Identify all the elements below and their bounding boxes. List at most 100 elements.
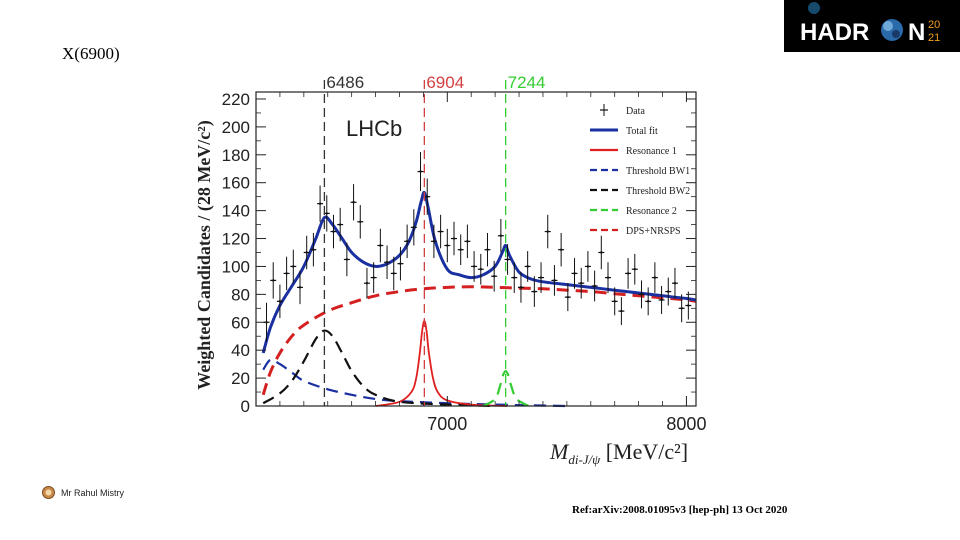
data-point-dot bbox=[546, 230, 549, 233]
legend-entry: Threshold BW1 bbox=[590, 166, 690, 177]
data-point bbox=[591, 270, 598, 302]
data-point-dot bbox=[452, 237, 456, 240]
data-point-dot bbox=[680, 307, 683, 310]
logo-year-top: 20 bbox=[928, 19, 940, 31]
logo-text-end: N bbox=[908, 19, 925, 46]
series-threshold-bw2 bbox=[262, 329, 496, 408]
y-tick-label: 220 bbox=[222, 90, 250, 109]
data-point bbox=[605, 262, 611, 293]
data-point bbox=[551, 265, 558, 296]
legend-label: Data bbox=[626, 106, 645, 117]
data-point-dot bbox=[359, 220, 362, 223]
reference-citation: Ref:arXiv:2008.01095v3 [hep-ph] 13 Oct 2… bbox=[572, 504, 788, 516]
data-point-dot bbox=[553, 279, 556, 282]
data-point bbox=[471, 251, 478, 282]
author-name: Mr Rahul Mistry bbox=[61, 487, 125, 498]
data-point bbox=[270, 262, 277, 299]
data-point-dot bbox=[667, 290, 670, 293]
y-tick-label: 60 bbox=[231, 313, 250, 332]
x-tick-label: 7000 bbox=[427, 414, 467, 434]
data-point bbox=[317, 185, 324, 222]
data-point-dot bbox=[580, 281, 583, 285]
data-point bbox=[457, 234, 464, 266]
series-threshold-bw1 bbox=[262, 358, 567, 408]
x-tick-label: 8000 bbox=[666, 414, 706, 434]
data-point bbox=[678, 294, 685, 323]
data-point bbox=[531, 276, 538, 307]
data-point-dot bbox=[412, 226, 416, 229]
data-point-dot bbox=[372, 276, 375, 279]
data-point-dot bbox=[318, 202, 322, 205]
data-point bbox=[618, 297, 625, 326]
data-point bbox=[290, 249, 297, 284]
data-point-dot bbox=[519, 286, 523, 289]
legend-entry: Resonance 2 bbox=[590, 206, 677, 217]
data-point bbox=[303, 235, 310, 270]
y-tick-label: 80 bbox=[231, 285, 250, 304]
data-point bbox=[564, 283, 571, 312]
data-point bbox=[578, 267, 585, 299]
data-point-dot bbox=[312, 248, 315, 251]
data-point bbox=[645, 287, 652, 316]
data-point-dot bbox=[305, 251, 308, 254]
mass-marker-label: 6486 bbox=[326, 73, 364, 92]
slide-title: X(6900) bbox=[62, 44, 120, 63]
institute-seal-icon bbox=[42, 486, 55, 499]
mass-marker-label: 7244 bbox=[508, 73, 546, 92]
data-point-dot bbox=[606, 276, 610, 279]
data-point-dot bbox=[559, 248, 563, 251]
data-point bbox=[350, 184, 357, 221]
x-axis-label-units: [MeV/c²] bbox=[600, 439, 688, 464]
data-point-dot bbox=[633, 268, 636, 271]
data-point bbox=[283, 256, 290, 291]
x-axis-label: Mdi-J/ψ [MeV/c²] bbox=[549, 439, 688, 467]
data-point bbox=[584, 251, 591, 282]
data-point-dot bbox=[626, 272, 630, 275]
data-point bbox=[276, 284, 283, 319]
data-point bbox=[638, 280, 645, 309]
series-resonance-1 bbox=[375, 319, 508, 407]
data-point bbox=[658, 285, 665, 314]
data-point-dot bbox=[446, 244, 449, 247]
plot-frame bbox=[255, 91, 697, 407]
data-point-dot bbox=[385, 261, 389, 264]
data-point-dot bbox=[432, 240, 436, 243]
data-point-dot bbox=[600, 251, 603, 254]
data-point-dot bbox=[405, 240, 409, 243]
legend-entry: Data bbox=[600, 104, 645, 117]
data-point-dot bbox=[325, 212, 328, 215]
data-point-dot bbox=[272, 279, 275, 282]
data-point bbox=[337, 207, 344, 242]
data-point bbox=[484, 232, 491, 267]
y-tick-label: 0 bbox=[241, 397, 250, 416]
y-axis-label: Weighted Candidates / (28 MeV/c²) bbox=[194, 120, 215, 389]
data-point-dot bbox=[533, 290, 536, 293]
data-point-dot bbox=[419, 170, 422, 173]
data-point-dot bbox=[379, 244, 382, 247]
y-tick-label: 120 bbox=[222, 230, 250, 249]
data-point bbox=[430, 224, 437, 259]
data-point-dot bbox=[613, 300, 616, 303]
data-point bbox=[497, 218, 504, 253]
data-point bbox=[477, 253, 484, 285]
data-point bbox=[310, 232, 317, 267]
data-point-dot bbox=[506, 258, 509, 261]
data-point-dot bbox=[466, 240, 469, 243]
y-tick-label: 160 bbox=[222, 174, 250, 193]
y-tick-label: 100 bbox=[222, 257, 250, 276]
mass-marker-label: 6904 bbox=[426, 73, 464, 92]
data-point-dot bbox=[539, 276, 543, 279]
x-axis-label-sub: di-J/ψ bbox=[568, 452, 601, 467]
data-point-dot bbox=[593, 284, 596, 288]
data-point bbox=[370, 262, 377, 293]
data-point bbox=[390, 256, 397, 291]
data-point-dot bbox=[426, 195, 429, 198]
data-point-dot bbox=[492, 275, 496, 278]
data-point bbox=[571, 258, 578, 289]
data-point bbox=[417, 152, 424, 192]
data-point-dot bbox=[513, 276, 516, 279]
legend-label: Total fit bbox=[626, 126, 658, 137]
data-point-dot bbox=[653, 276, 657, 279]
data-point bbox=[424, 178, 431, 215]
data-point bbox=[631, 253, 638, 285]
